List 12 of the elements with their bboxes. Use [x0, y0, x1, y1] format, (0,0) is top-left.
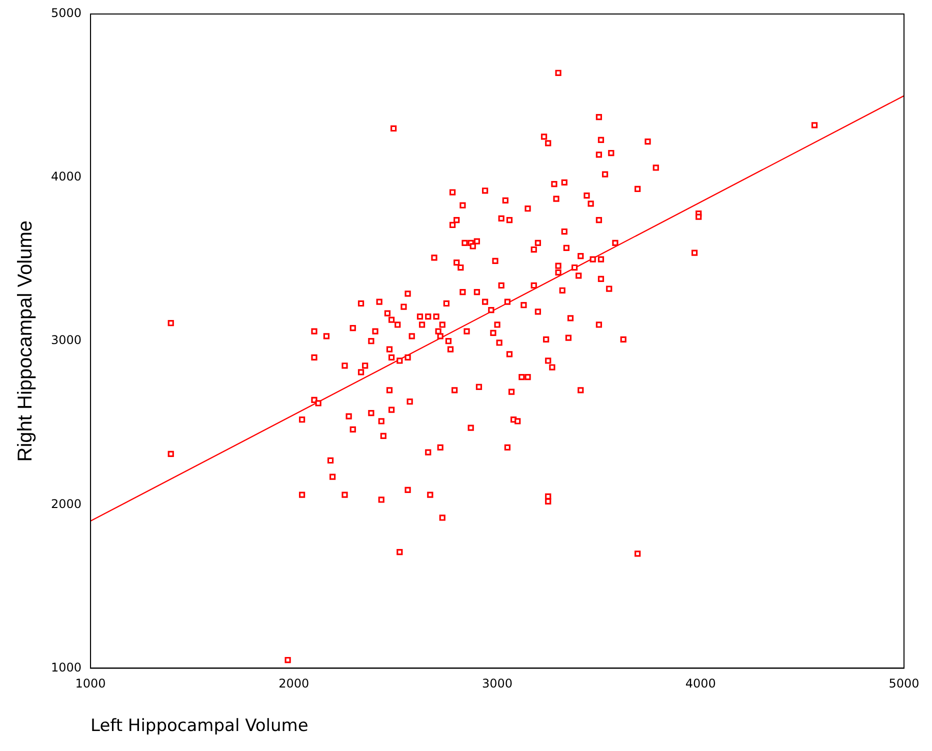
x-tick-label: 4000	[685, 676, 716, 691]
x-tick-label: 3000	[482, 676, 513, 691]
y-tick-label: 3000	[50, 333, 82, 348]
x-tick-label: 1000	[75, 676, 106, 691]
x-tick-label: 2000	[278, 676, 310, 691]
y-tick-label: 4000	[50, 170, 82, 184]
y-tick-label: 1000	[50, 660, 82, 674]
y-axis-title: Right Hippocampal Volume	[14, 220, 37, 462]
x-tick-label: 5000	[888, 676, 920, 691]
x-axis-title: Left Hippocampal Volume	[90, 716, 308, 736]
y-tick-label: 5000	[50, 6, 82, 20]
y-tick-label: 2000	[50, 496, 82, 511]
